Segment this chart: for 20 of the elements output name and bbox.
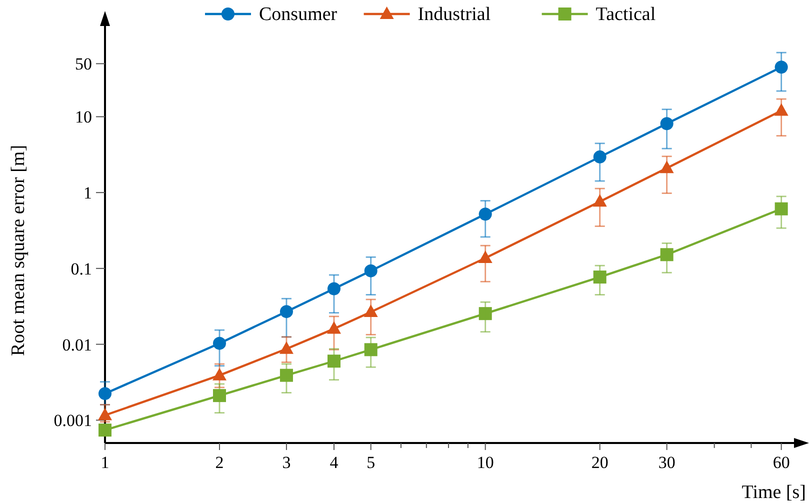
y-tick-label: 1 — [84, 184, 92, 203]
x-tick-label: 2 — [215, 453, 224, 472]
x-tick-label: 4 — [330, 453, 339, 472]
y-tick-label: 0.1 — [70, 259, 92, 278]
y-tick-label: 0.01 — [62, 335, 92, 354]
x-tick-label: 20 — [591, 453, 608, 472]
legend-label: Industrial — [418, 4, 491, 25]
legend-label: Consumer — [259, 4, 338, 25]
y-tick-label: 50 — [75, 54, 92, 74]
y-axis-title: Root mean square error [m] — [8, 144, 29, 356]
x-tick-label: 5 — [366, 453, 376, 472]
y-tick-label: 10 — [75, 108, 92, 127]
x-tick-label: 30 — [658, 453, 676, 472]
x-tick-label: 1 — [100, 453, 110, 472]
x-axis-title: Time [s] — [742, 482, 806, 503]
x-tick-label: 10 — [476, 453, 494, 472]
legend-label: Tactical — [596, 4, 656, 25]
x-tick-label: 3 — [282, 453, 291, 472]
x-tick-label: 60 — [772, 453, 790, 472]
y-tick-label: 0.001 — [54, 411, 92, 430]
